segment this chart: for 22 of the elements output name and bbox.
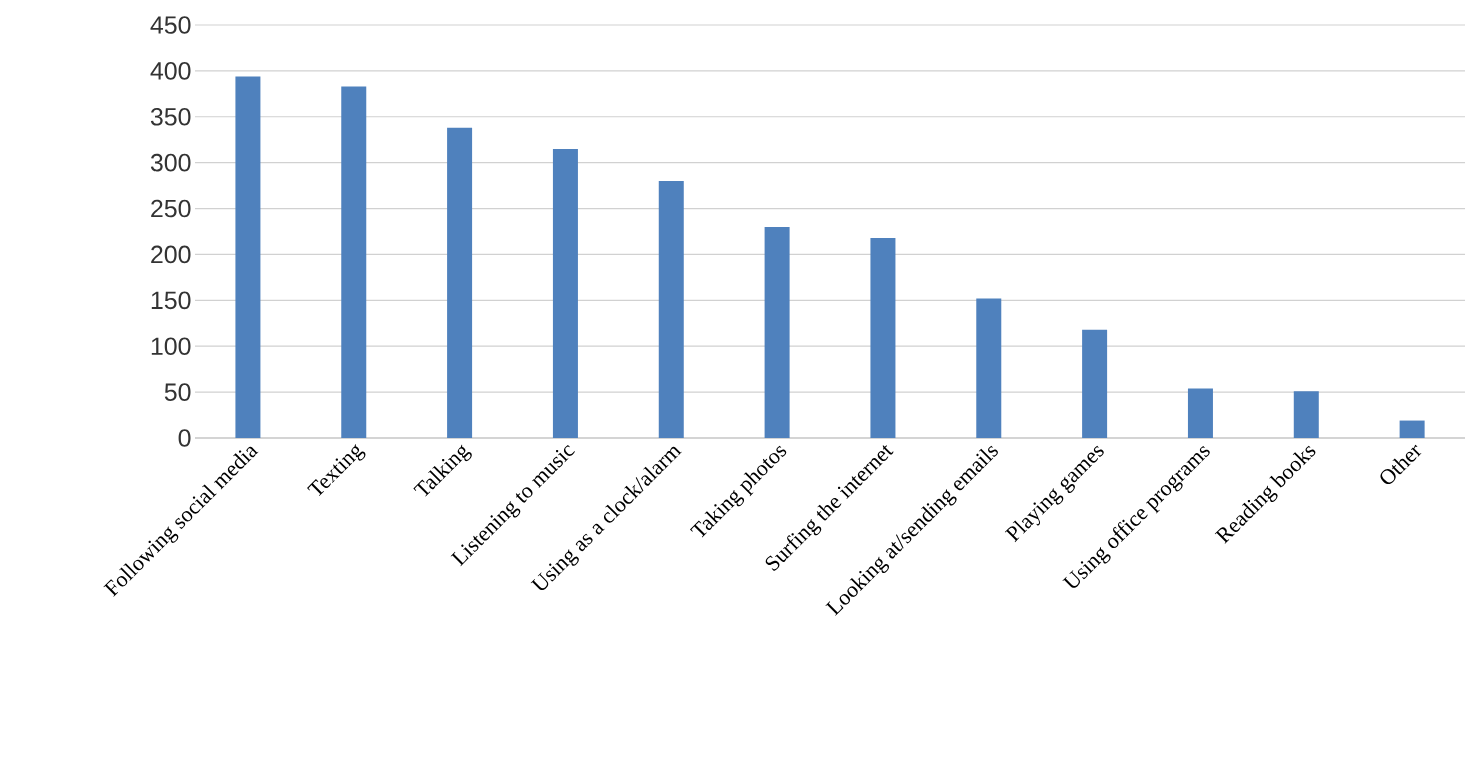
y-tick-label: 350: [150, 107, 191, 126]
y-tick-label: 450: [150, 16, 191, 34]
bar: [658, 181, 684, 438]
bar: [552, 148, 578, 438]
y-tick-label: 400: [150, 62, 191, 80]
bar: [1082, 329, 1108, 438]
y-tick-label: 250: [151, 199, 191, 218]
bar: [235, 76, 261, 438]
y-tick-label: 150: [151, 291, 191, 310]
bar: [764, 226, 790, 438]
y-tick-label: 100: [151, 337, 191, 356]
y-tick-label: 300: [150, 153, 191, 172]
bar: [976, 298, 1002, 438]
bar: [1399, 420, 1425, 438]
bar: [1187, 388, 1213, 438]
bar: [870, 237, 896, 438]
y-tick-label: 0: [178, 429, 191, 447]
bar: [341, 86, 367, 438]
bar: [447, 127, 473, 438]
y-tick-label: 200: [151, 245, 191, 264]
bar: [1293, 391, 1319, 438]
y-tick-label: 50: [164, 383, 191, 401]
